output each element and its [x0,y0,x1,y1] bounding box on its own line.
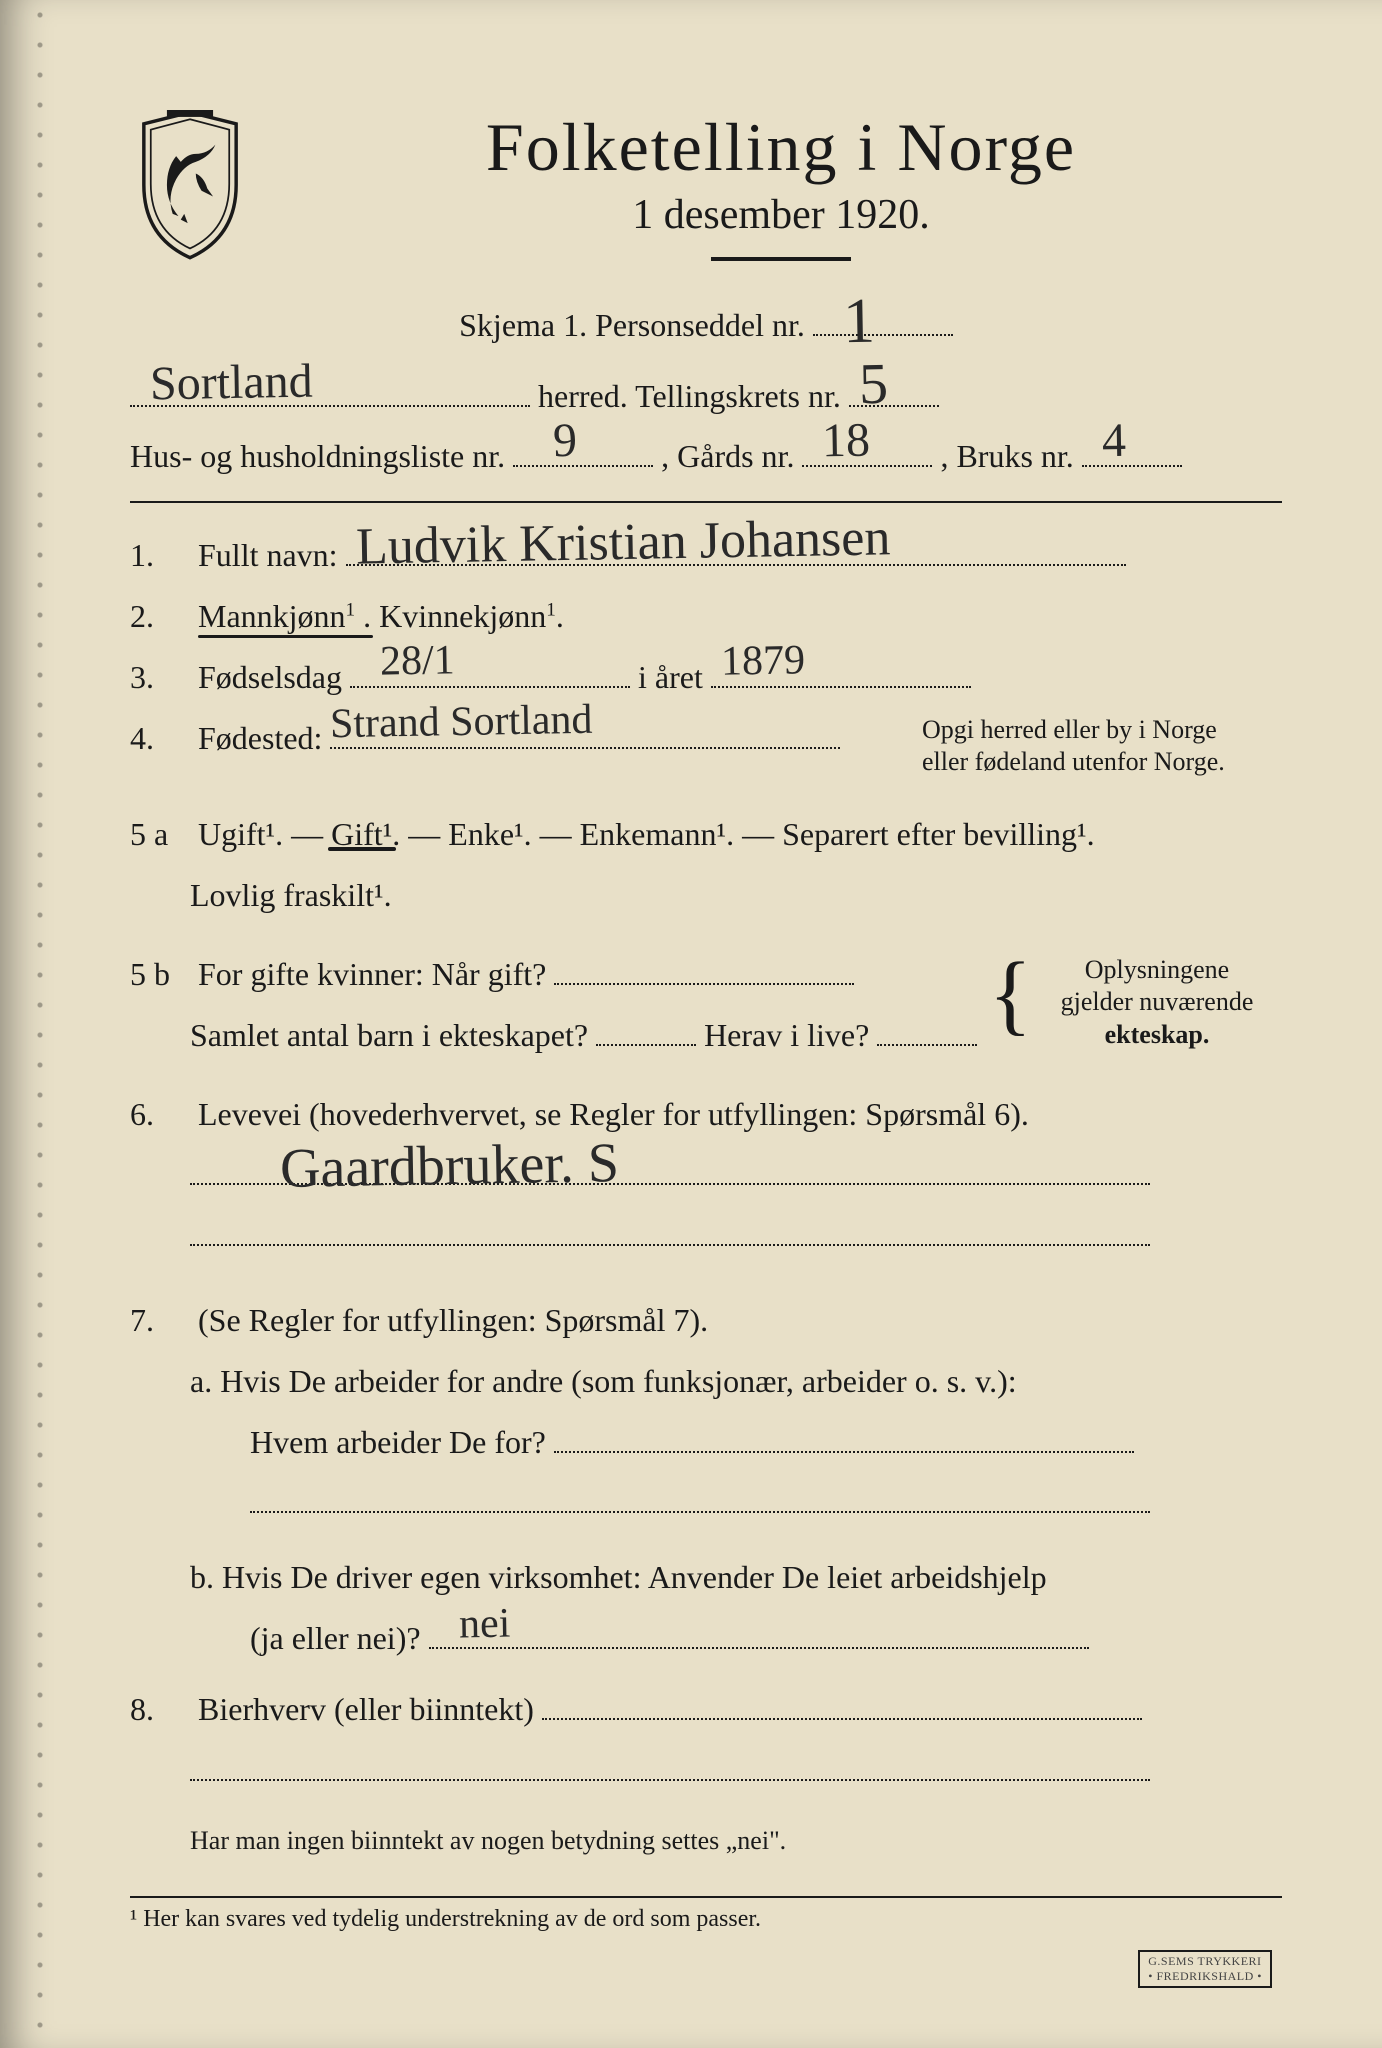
header: Folketelling i Norge 1 desember 1920. [130,110,1282,285]
q5b-label-a: For gifte kvinner: Når gift? [198,956,546,992]
q2-line: 2. Mannkjønn1 . Kvinnekjønn1. [130,586,1282,647]
q5a-line2: Lovlig fraskilt¹. [130,865,1282,926]
census-form-page: Folketelling i Norge 1 desember 1920. Sk… [0,0,1382,2048]
q2-mann: Mannkjønn [198,598,346,634]
q7b-line2: (ja eller nei)? nei [130,1608,1282,1669]
q5b-note-a: Oplysningene [1085,955,1229,984]
q5b-line2: Samlet antal barn i ekteskapet? Herav i … [130,1005,1282,1066]
q7b-label-b: (ja eller nei)? [250,1620,421,1656]
q3-year-value: 1879 [720,621,805,702]
husliste-label: Hus- og husholdningsliste nr. [130,438,505,474]
q4-line: 4. Fødested: Strand Sortland Opgi herred… [130,708,1282,769]
gards-value: 18 [822,395,872,487]
q5b-label-c: Herav i live? [704,1017,869,1053]
skjema-label: Skjema 1. Personseddel nr. [459,307,805,343]
q7b-label-a: b. Hvis De driver egen virksomhet: Anven… [190,1559,1047,1595]
q4-hint: Opgi herred eller by i Norge eller fødel… [922,714,1282,779]
title-divider [711,257,851,261]
q2-underline-mark [198,635,373,638]
q4-hint-a: Opgi herred eller by i Norge [922,715,1217,744]
q7a-label-a: a. Hvis De arbeider for andre (som funks… [190,1363,1017,1399]
q7a-line1: a. Hvis De arbeider for andre (som funks… [130,1351,1282,1412]
herred-value: Sortland [149,335,313,429]
footnote: ¹ Her kan svares ved tydelig understrekn… [130,1906,1282,1933]
footnote-text: ¹ Her kan svares ved tydelig understrekn… [130,1906,761,1932]
q8-hint: Har man ingen biinntekt av nogen betydni… [130,1816,1282,1865]
q5a-line: 5 a Ugift¹. — Gift¹. — Enke¹. — Enkemann… [130,804,1282,865]
q5b-line1: 5 b For gifte kvinner: Når gift? { Oplys… [130,944,1282,1005]
q4-label: Fødested: [198,720,322,756]
q6-value-line: Gaardbruker. S [130,1144,1282,1205]
q5a-text2: Lovlig fraskilt¹. [190,877,392,913]
bruks-value: 4 [1101,395,1127,487]
gards-label: , Gårds nr. [661,438,794,474]
q4-value: Strand Sortland [330,680,594,764]
q7a-blank [130,1472,1282,1533]
bruks-label: , Bruks nr. [940,438,1073,474]
footer-divider [130,1896,1282,1898]
perforation-edge [30,0,50,2048]
q1-value: Ludvik Kristian Johansen [355,490,891,598]
q5b-label-b: Samlet antal barn i ekteskapet? [190,1017,588,1053]
q7-label: (Se Regler for utfyllingen: Spørsmål 7). [198,1302,708,1338]
husliste-line: Hus- og husholdningsliste nr. 9 , Gårds … [130,426,1282,487]
subtitle: 1 desember 1920. [280,191,1282,239]
q3-label-a: Fødselsdag [198,659,342,695]
q4-hint-b: eller fødeland utenfor Norge. [922,747,1225,776]
q7-line: 7. (Se Regler for utfyllingen: Spørsmål … [130,1290,1282,1351]
q1-label: Fullt navn: [198,537,338,573]
coat-of-arms-icon [130,110,250,260]
q1-line: 1. Fullt navn: Ludvik Kristian Johansen [130,525,1282,586]
herred-label: herred. Tellingskrets nr. [538,378,841,414]
main-title: Folketelling i Norge [280,110,1282,185]
q7a-line2: Hvem arbeider De for? [130,1412,1282,1473]
q3-label-b: i året [638,659,703,695]
q7a-label-b: Hvem arbeider De for? [250,1424,546,1460]
q8-line: 8. Bierhverv (eller biinntekt) [130,1679,1282,1740]
q7b-line1: b. Hvis De driver egen virksomhet: Anven… [130,1547,1282,1608]
q7b-value: nei [458,1584,511,1665]
printer-stamp: G.SEMS TRYKKERI• FREDRIKSHALD • [1138,1950,1272,1988]
husliste-value: 9 [552,395,578,487]
q5a-gift-underline [328,847,396,851]
q8-label: Bierhverv (eller biinntekt) [198,1691,534,1727]
q6-blank-line [130,1205,1282,1266]
q8-blank [130,1740,1282,1801]
q3-line: 3. Fødselsdag 28/1 i året 1879 [130,647,1282,708]
